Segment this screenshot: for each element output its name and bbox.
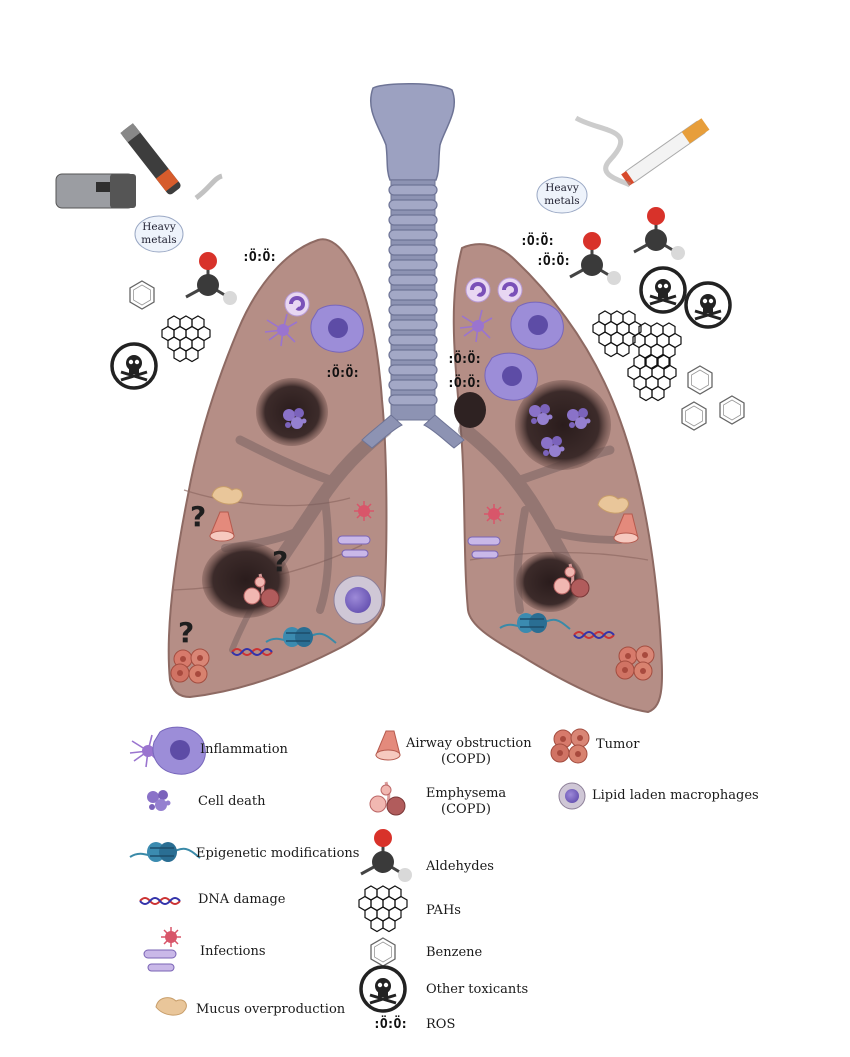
legend-emphysema-line1: Emphysema bbox=[425, 786, 507, 801]
legend-epigenetic: Epigenetic modifications bbox=[196, 846, 360, 861]
question-mark: ? bbox=[190, 500, 207, 533]
legend-inflammation: Inflammation bbox=[200, 742, 288, 757]
legend-dna-damage: DNA damage bbox=[198, 892, 286, 907]
legend-lipid-macrophages: Lipid laden macrophages bbox=[592, 788, 759, 803]
legend-aldehydes: Aldehydes bbox=[426, 859, 494, 874]
e-cigarette-device bbox=[55, 123, 223, 209]
question-mark: ? bbox=[178, 616, 195, 649]
heavy-metals-line2: metals bbox=[141, 234, 177, 246]
legend-cell-death: Cell death bbox=[198, 794, 266, 809]
legend-pahs: PAHs bbox=[426, 903, 461, 918]
ros-molecule: :Ö:Ö: bbox=[242, 250, 277, 265]
heavy-metals-label-right: Heavy metals bbox=[539, 182, 585, 208]
legend-emphysema-line2: (COPD) bbox=[441, 802, 491, 817]
heavy-metals-label-left: Heavy metals bbox=[136, 221, 182, 247]
lesions bbox=[202, 378, 611, 618]
legend-ros: ROS bbox=[426, 1017, 456, 1032]
cigarette bbox=[574, 115, 710, 188]
question-mark: ? bbox=[272, 545, 289, 578]
lung-cells bbox=[170, 276, 655, 684]
legend-airway-line1: Airway obstruction bbox=[406, 736, 532, 751]
trachea bbox=[361, 83, 465, 449]
legend-airway-line2: (COPD) bbox=[441, 752, 491, 767]
legend-emphysema: Emphysema (COPD) bbox=[418, 786, 514, 818]
ros-molecule: :Ö:Ö: bbox=[536, 254, 571, 269]
legend-benzene: Benzene bbox=[426, 945, 483, 960]
heavy-metals-line1: Heavy bbox=[545, 182, 579, 194]
legend-other-toxicants: Other toxicants bbox=[426, 982, 529, 997]
ros-molecule: :Ö:Ö: bbox=[520, 234, 555, 249]
heavy-metal-bubbles bbox=[134, 176, 588, 253]
ros-molecule: :Ö:Ö: bbox=[447, 376, 482, 391]
heavy-metals-line1: Heavy bbox=[142, 221, 176, 233]
legend-airway-obstruction: Airway obstruction (COPD) bbox=[406, 736, 532, 768]
ros-molecule: :Ö:Ö: bbox=[325, 366, 360, 381]
ros-molecule: :Ö:Ö: bbox=[447, 352, 482, 367]
legend-tumor: Tumor bbox=[596, 737, 640, 752]
legend-icons bbox=[129, 726, 590, 1016]
heavy-metals-line2: metals bbox=[544, 195, 580, 207]
legend-mucus: Mucus overproduction bbox=[196, 1002, 346, 1017]
legend-infections: Infections bbox=[200, 944, 266, 959]
legend-ros-icon: :Ö:Ö: bbox=[373, 1017, 408, 1032]
